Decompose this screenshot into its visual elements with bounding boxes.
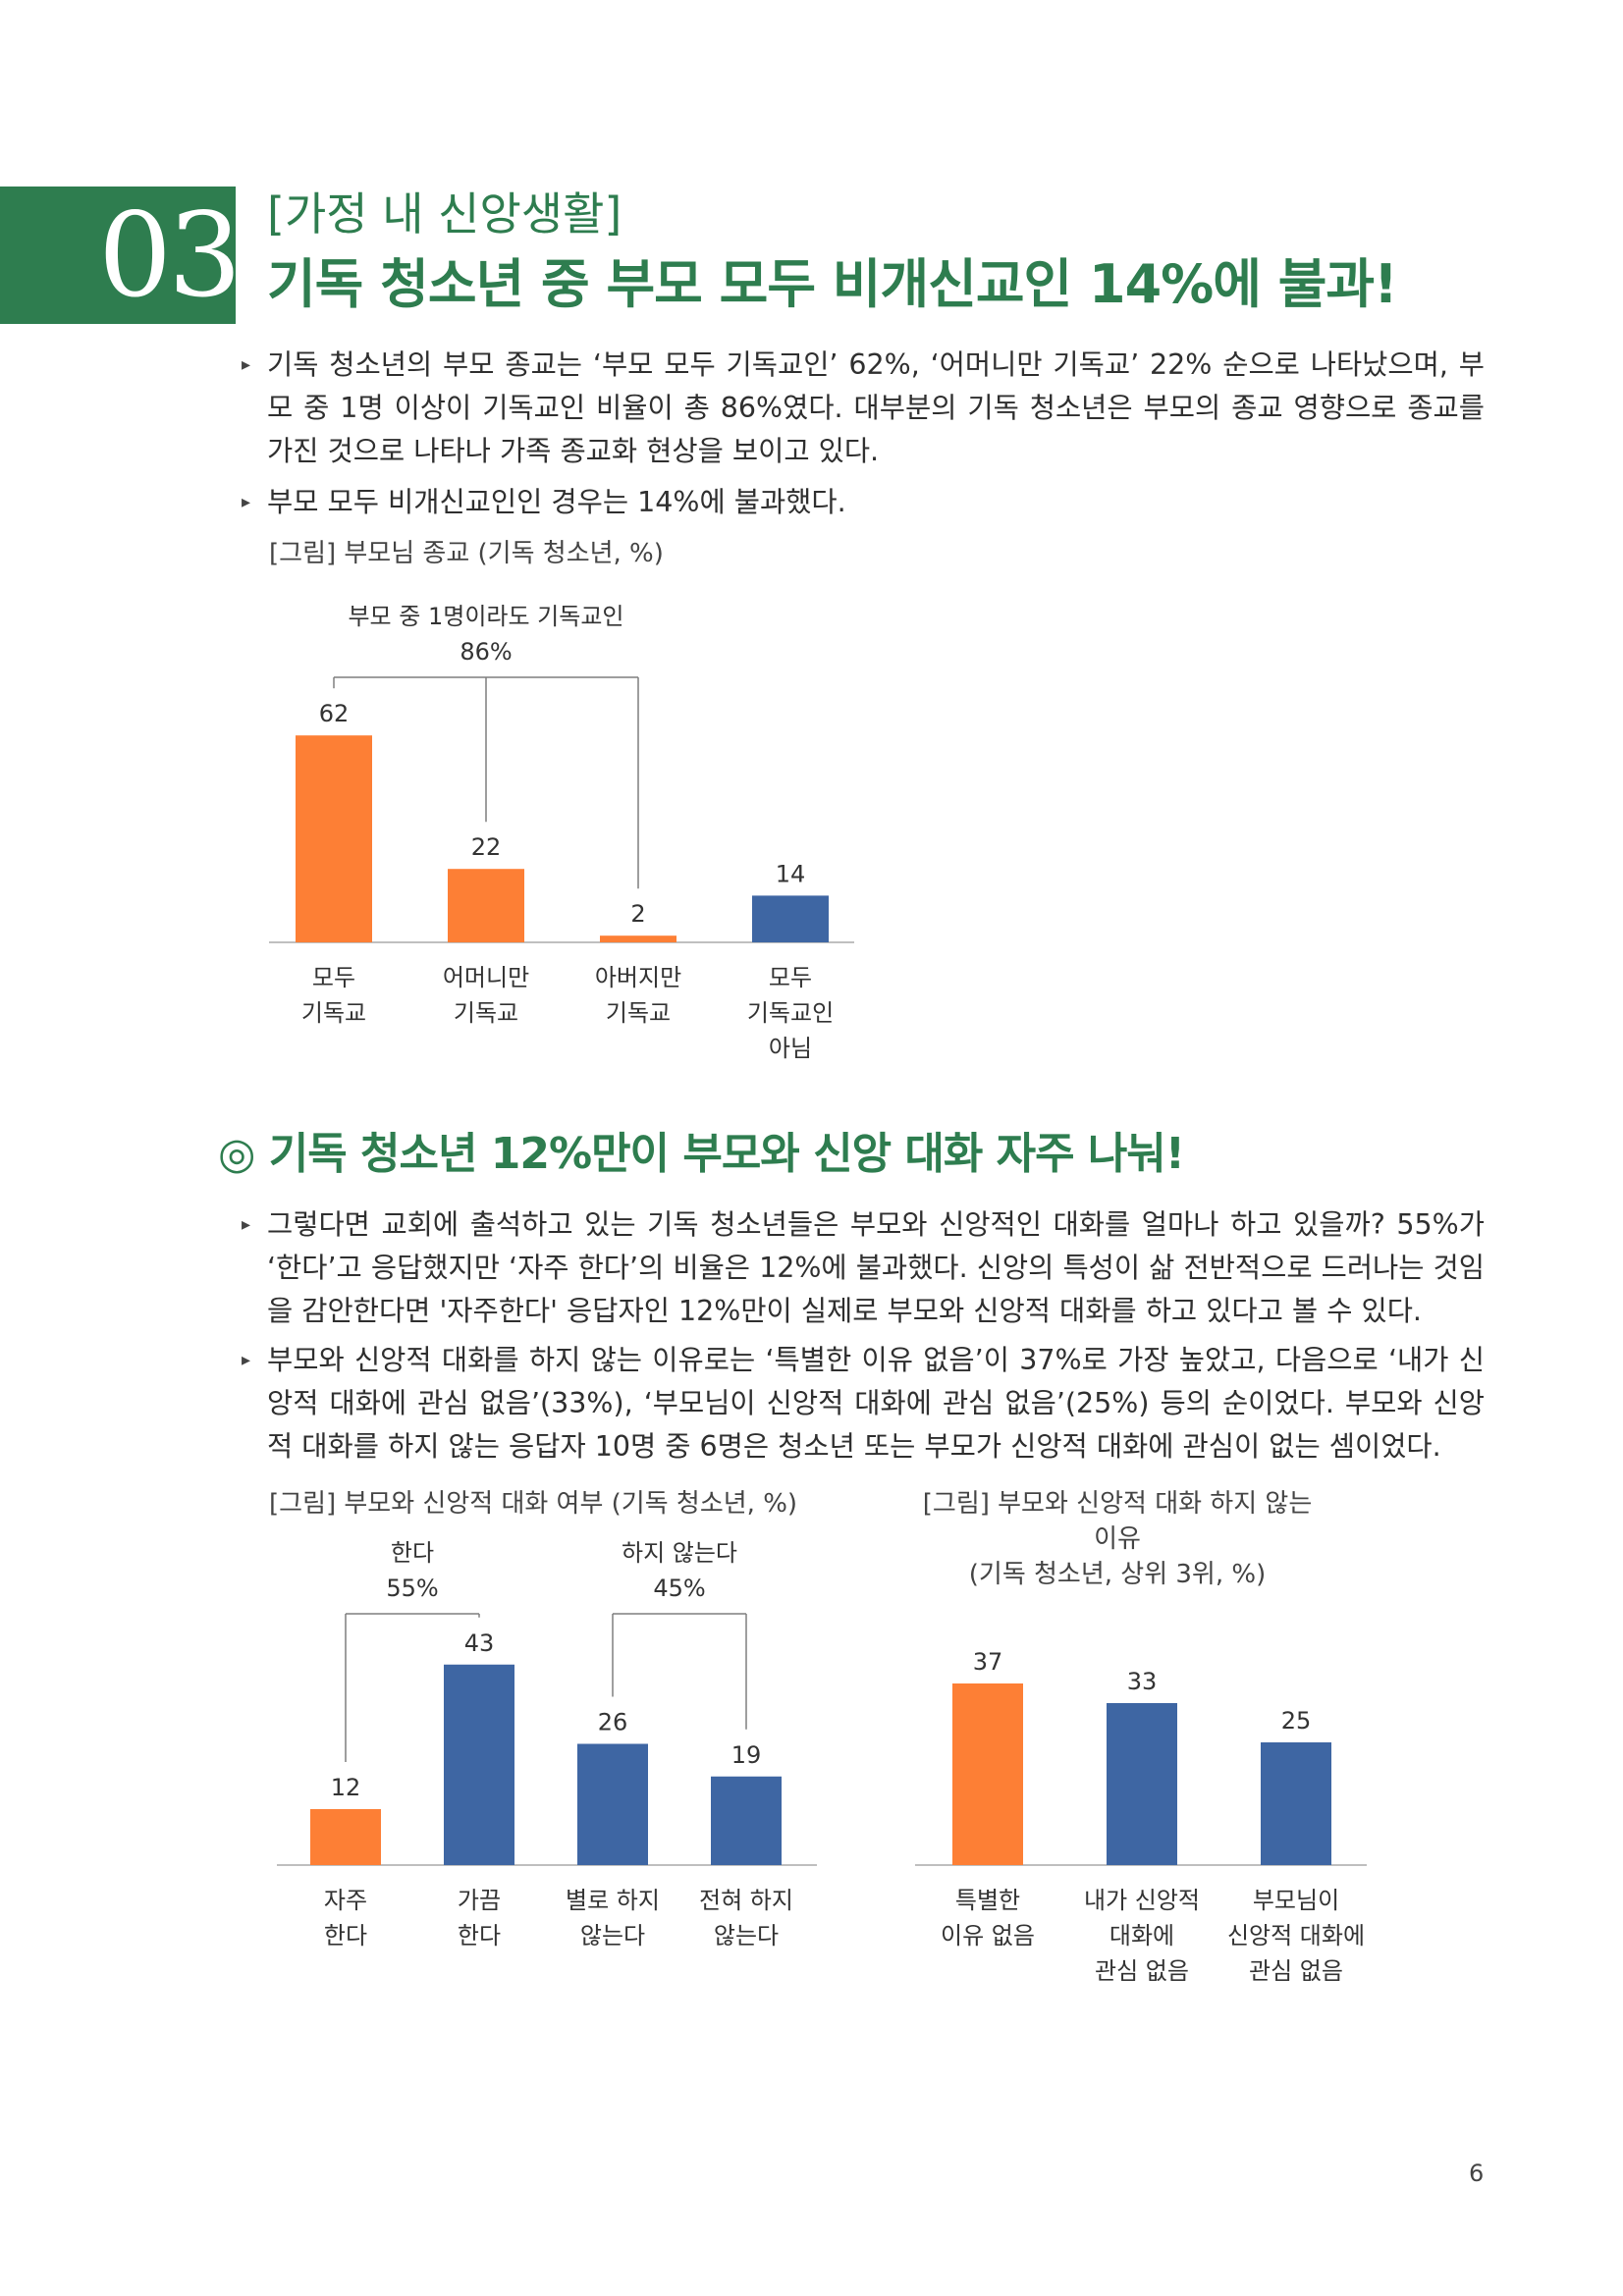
bullet-marker-icon: ▸ xyxy=(242,1350,251,1370)
bar xyxy=(444,1664,514,1865)
section-heading: ◎ 기독 청소년 12%만이 부모와 신앙 대화 자주 나눠! xyxy=(218,1129,1185,1179)
bracket-value: 45% xyxy=(653,1575,705,1602)
bullet-text: 기독 청소년의 부모 종교는 ‘부모 모두 기독교인’ 62%, ‘어머니만 기… xyxy=(267,348,1485,467)
category-label: 모두 xyxy=(312,964,355,991)
data-label: 2 xyxy=(630,900,645,928)
data-label: 37 xyxy=(973,1648,1003,1676)
category-label: 대화에 xyxy=(1109,1922,1174,1949)
category-label: 별로 하지 xyxy=(566,1887,660,1914)
bracket-value: 86% xyxy=(460,638,512,666)
category-label: 부모님이 xyxy=(1253,1887,1339,1914)
bar xyxy=(296,735,372,942)
figure-caption-line: [그림] 부모와 신앙적 대화 하지 않는 이유 xyxy=(922,1489,1313,1554)
category-label: 기독교인 xyxy=(747,999,834,1027)
category-label: 관심 없음 xyxy=(1095,1957,1189,1985)
bar xyxy=(448,869,524,942)
data-label: 62 xyxy=(319,700,350,727)
section-number-badge: 03 xyxy=(0,187,242,324)
category-label: 내가 신앙적 xyxy=(1084,1887,1200,1914)
bullet-paragraph: ▸ 부모 모두 비개신교인인 경우는 14%에 불과했다. xyxy=(242,481,1485,524)
section-number: 03 xyxy=(98,187,242,323)
bullet-text: 부모 모두 비개신교인인 경우는 14%에 불과했다. xyxy=(267,486,846,518)
bracket-label: 부모 중 1명이라도 기독교인 xyxy=(348,603,623,630)
data-label: 26 xyxy=(598,1709,628,1736)
category-label: 아버지만 xyxy=(595,964,681,991)
category-label: 않는다 xyxy=(580,1922,645,1949)
category-label: 신앙적 대화에 xyxy=(1227,1922,1365,1949)
category-label: 않는다 xyxy=(714,1922,779,1949)
data-label: 25 xyxy=(1281,1707,1312,1735)
bullet-paragraph: ▸ 기독 청소년의 부모 종교는 ‘부모 모두 기독교인’ 62%, ‘어머니만… xyxy=(242,344,1485,473)
page-number: 6 xyxy=(1469,2160,1485,2187)
bar xyxy=(952,1683,1023,1865)
figure-caption-line: (기독 청소년, 상위 3위, %) xyxy=(968,1560,1267,1589)
bullet-marker-icon: ▸ xyxy=(242,1214,251,1235)
category-label: 관심 없음 xyxy=(1249,1957,1343,1985)
bullet-marker-icon: ▸ xyxy=(242,492,251,512)
data-label: 22 xyxy=(471,833,502,861)
figure-caption: [그림] 부모와 신앙적 대화 하지 않는 이유 (기독 청소년, 상위 3위,… xyxy=(911,1486,1324,1592)
category-label: 특별한 xyxy=(955,1887,1020,1914)
section-subtitle: [가정 내 신앙생활] xyxy=(267,187,622,240)
figure-caption: [그림] 부모와 신앙적 대화 여부 (기독 청소년, %) xyxy=(269,1489,798,1519)
bar xyxy=(1261,1742,1331,1865)
category-label: 전혀 하지 xyxy=(699,1887,793,1914)
data-label: 12 xyxy=(331,1774,361,1801)
category-label: 어머니만 xyxy=(443,964,529,991)
bar xyxy=(577,1743,648,1865)
category-label: 아님 xyxy=(769,1035,812,1062)
bullet-paragraph: ▸ 그렇다면 교회에 출석하고 있는 기독 청소년들은 부모와 신앙적인 대화를… xyxy=(242,1203,1485,1333)
data-label: 14 xyxy=(776,860,806,887)
bullet-text: 부모와 신앙적 대화를 하지 않는 이유로는 ‘특별한 이유 없음’이 37%로… xyxy=(267,1344,1485,1463)
bracket-value: 55% xyxy=(386,1575,438,1602)
bar xyxy=(1107,1703,1177,1865)
data-label: 19 xyxy=(731,1741,762,1769)
bullet-text: 그렇다면 교회에 출석하고 있는 기독 청소년들은 부모와 신앙적인 대화를 얼… xyxy=(267,1208,1485,1327)
bullet-marker-icon: ▸ xyxy=(242,354,251,375)
category-label: 기독교 xyxy=(301,999,366,1027)
figure-caption: [그림] 부모님 종교 (기독 청소년, %) xyxy=(269,539,664,568)
data-label: 43 xyxy=(464,1629,495,1657)
bar xyxy=(711,1776,782,1865)
category-label: 기독교 xyxy=(454,999,518,1027)
bracket-label: 하지 않는다 xyxy=(622,1539,737,1567)
bullet-paragraph: ▸ 부모와 신앙적 대화를 하지 않는 이유로는 ‘특별한 이유 없음’이 37… xyxy=(242,1339,1485,1468)
category-label: 자주 xyxy=(324,1887,367,1914)
bracket-label: 한다 xyxy=(391,1539,434,1567)
category-label: 가끔 xyxy=(458,1887,501,1914)
category-label: 한다 xyxy=(324,1922,367,1949)
category-label: 모두 xyxy=(769,964,812,991)
bar xyxy=(600,935,676,942)
category-label: 한다 xyxy=(458,1922,501,1949)
bar xyxy=(752,895,829,942)
category-label: 기독교 xyxy=(606,999,671,1027)
bar xyxy=(310,1809,381,1865)
data-label: 33 xyxy=(1127,1668,1158,1695)
category-label: 이유 없음 xyxy=(941,1922,1035,1949)
section-title: 기독 청소년 중 부모 모두 비개신교인 14%에 불과! xyxy=(267,253,1398,315)
